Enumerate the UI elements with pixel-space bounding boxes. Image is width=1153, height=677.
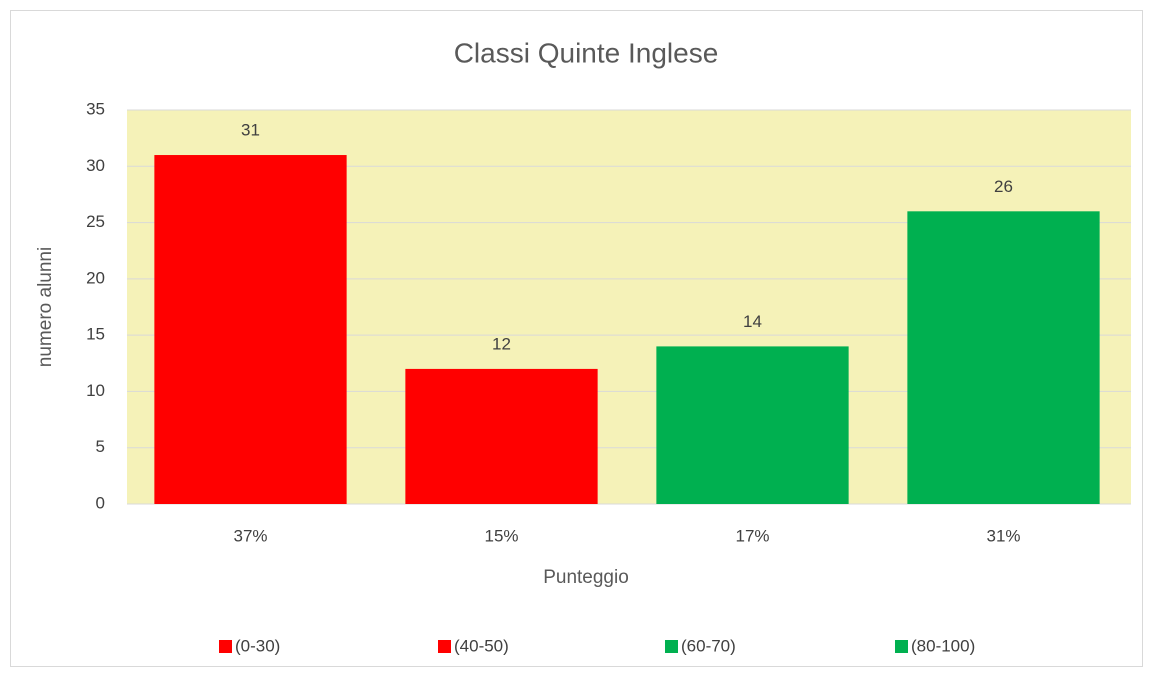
x-tick-label: 31% [986,526,1020,545]
x-tick-label: 15% [484,526,518,545]
legend-label: (40-50) [454,636,509,655]
legend-swatch [438,640,451,653]
x-tick-label: 17% [735,526,769,545]
legend-label: (0-30) [235,636,280,655]
y-tick-label: 30 [86,156,105,175]
data-label: 31 [241,121,260,140]
x-axis-label: Punteggio [543,567,629,588]
y-tick-label: 15 [86,325,105,344]
data-label: 26 [994,177,1013,196]
legend-label: (80-100) [911,636,975,655]
data-label: 14 [743,312,762,331]
y-tick-label: 10 [86,381,105,400]
legend-swatch [219,640,232,653]
y-axis-label: numero alunni [35,247,56,367]
bar [405,368,598,504]
y-tick-label: 35 [86,99,105,118]
bar [154,155,347,504]
legend-label: (60-70) [681,636,736,655]
bar [907,211,1100,505]
chart-title: Classi Quinte Inglese [454,37,719,68]
data-label: 12 [492,334,511,353]
y-tick-label: 20 [86,268,105,287]
y-tick-label: 25 [86,212,105,231]
x-tick-label: 37% [233,526,267,545]
y-tick-label: 5 [96,437,105,456]
bar [656,346,849,504]
legend-swatch [665,640,678,653]
legend-swatch [895,640,908,653]
y-tick-label: 0 [96,493,105,512]
